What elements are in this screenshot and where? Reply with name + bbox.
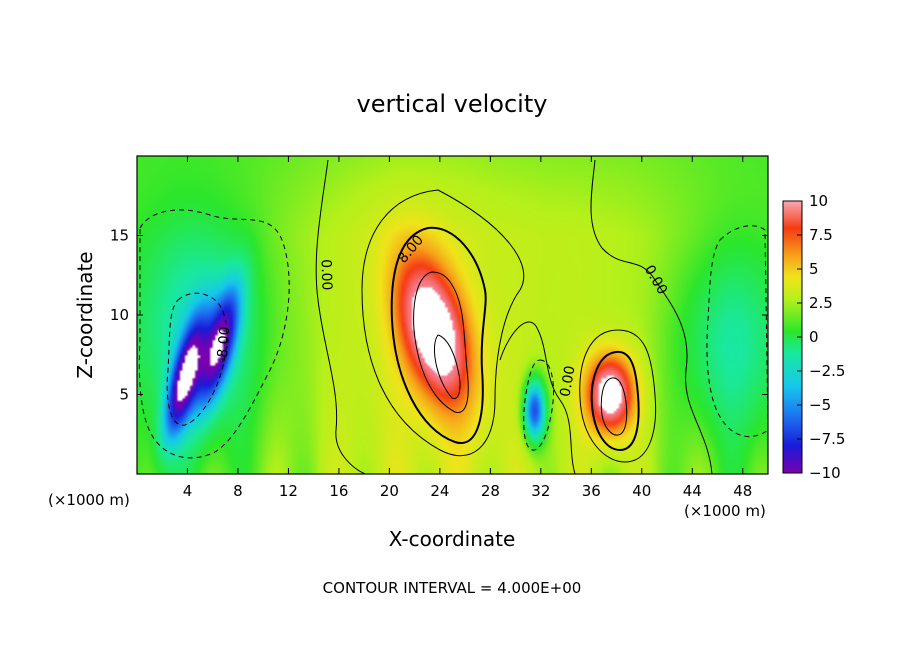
zero-contour-east bbox=[590, 159, 713, 474]
updraft-contour-4 bbox=[361, 189, 525, 457]
contour-label: -8.00 bbox=[214, 326, 233, 363]
downdraft-contour-west-inner bbox=[166, 292, 228, 426]
x-unit-label-left: (×1000 m) bbox=[48, 491, 130, 509]
colorbar-ticks: 10 7.5 5 2.5 0 −2.5 −5 −7.5 −10 bbox=[797, 192, 845, 482]
colorbar-tick-label: −2.5 bbox=[809, 362, 845, 380]
colorbar-tick-label: −5 bbox=[809, 396, 831, 414]
x-axis: 4 8 12 16 20 24 28 32 36 40 44 48 bbox=[183, 156, 752, 500]
x-tick-label: 20 bbox=[380, 482, 399, 500]
downdraft-contour-mid bbox=[523, 359, 554, 451]
contour-interval-note: CONTOUR INTERVAL = 4.000E+00 bbox=[323, 579, 582, 597]
downdraft-contour-east bbox=[706, 225, 768, 438]
updraft-contour-8 bbox=[390, 226, 487, 445]
zero-contour-west bbox=[315, 159, 366, 474]
updraft2-contour-4 bbox=[579, 329, 657, 463]
contour-label: 0.00 bbox=[557, 365, 578, 398]
x-tick-label: 32 bbox=[531, 482, 550, 500]
x-axis-label: X-coordinate bbox=[389, 527, 516, 551]
updraft2-contour-12 bbox=[600, 377, 628, 436]
x-tick-label: 36 bbox=[582, 482, 601, 500]
x-tick-label: 40 bbox=[632, 482, 651, 500]
x-tick-label: 8 bbox=[233, 482, 243, 500]
x-unit-label-right: (×1000 m) bbox=[684, 502, 766, 520]
contour-lines bbox=[138, 159, 768, 474]
plot-area bbox=[137, 156, 768, 474]
updraft-contour-16 bbox=[434, 334, 461, 400]
y-tick-label: 10 bbox=[110, 306, 129, 324]
y-tick-label: 15 bbox=[110, 227, 129, 245]
y-axis: 5 10 15 bbox=[110, 227, 768, 404]
contour-label: 0.00 bbox=[317, 259, 334, 291]
zero-contour-mid bbox=[499, 321, 576, 474]
x-tick-label: 12 bbox=[279, 482, 298, 500]
x-tick-label: 16 bbox=[329, 482, 348, 500]
colorbar-tick-label: 7.5 bbox=[809, 226, 833, 244]
x-tick-label: 48 bbox=[733, 482, 752, 500]
x-tick-label: 4 bbox=[183, 482, 193, 500]
colorbar-tick-label: 2.5 bbox=[809, 294, 833, 312]
y-axis-label: Z-coordinate bbox=[73, 251, 97, 378]
chart-title: vertical velocity bbox=[357, 90, 548, 118]
updraft2-contour-8 bbox=[590, 350, 640, 452]
colorbar-tick-label: 0 bbox=[809, 328, 819, 346]
x-tick-label: 28 bbox=[481, 482, 500, 500]
updraft-contour-12 bbox=[413, 271, 469, 413]
colorbar: 10 7.5 5 2.5 0 −2.5 −5 −7.5 −10 bbox=[782, 192, 845, 482]
x-tick-label: 44 bbox=[683, 482, 702, 500]
colorbar-tick-label: −10 bbox=[809, 464, 841, 482]
downdraft-contour-west bbox=[138, 209, 290, 459]
y-tick-label: 5 bbox=[119, 386, 129, 404]
colorbar-tick-label: 5 bbox=[809, 260, 819, 278]
colorbar-tick-label: 10 bbox=[809, 192, 828, 210]
x-tick-label: 24 bbox=[430, 482, 449, 500]
colorbar-tick-label: −7.5 bbox=[809, 430, 845, 448]
velocity-field bbox=[137, 156, 768, 474]
